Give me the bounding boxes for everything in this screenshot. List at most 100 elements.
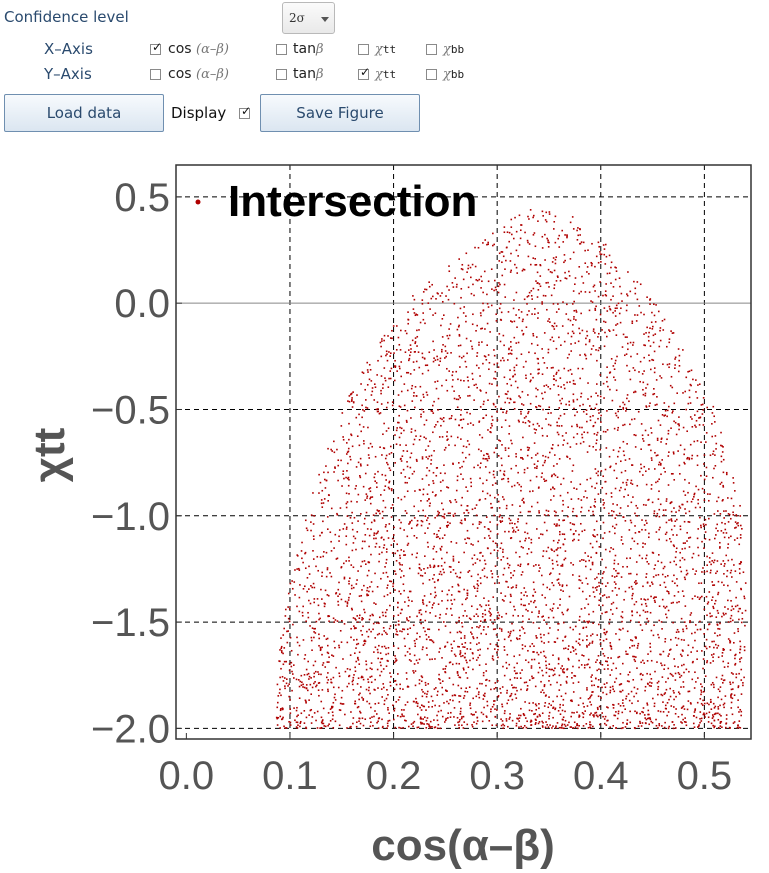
- scatter-point: [610, 358, 613, 360]
- scatter-point: [645, 718, 648, 721]
- scatter-point: [492, 622, 494, 625]
- x-cos-checkbox[interactable]: ✓: [150, 40, 162, 55]
- x-tan-checkbox[interactable]: [276, 44, 287, 55]
- scatter-point: [400, 329, 402, 332]
- scatter-point: [571, 677, 573, 679]
- scatter-point: [450, 711, 452, 714]
- scatter-point: [444, 671, 446, 673]
- scatter-point: [543, 362, 546, 364]
- scatter-point: [378, 644, 380, 647]
- scatter-point: [650, 459, 653, 461]
- scatter-point: [332, 726, 335, 729]
- scatter-point: [429, 726, 432, 728]
- scatter-point: [412, 395, 415, 397]
- scatter-point: [489, 494, 491, 497]
- scatter-point: [402, 726, 404, 729]
- scatter-point: [444, 668, 447, 670]
- scatter-point: [676, 584, 679, 587]
- scatter-point: [366, 589, 368, 592]
- scatter-point: [330, 705, 333, 708]
- scatter-point: [536, 344, 539, 346]
- scatter-point: [418, 609, 421, 612]
- scatter-point: [345, 535, 348, 537]
- scatter-point: [611, 590, 614, 592]
- scatter-point: [464, 690, 467, 693]
- scatter-point: [436, 727, 439, 730]
- y-tan-checkbox[interactable]: [276, 69, 287, 80]
- x-chibb-checkbox[interactable]: [426, 44, 437, 55]
- scatter-point: [588, 272, 590, 275]
- scatter-point: [696, 464, 699, 467]
- scatter-point: [714, 643, 717, 646]
- scatter-point: [703, 478, 706, 481]
- scatter-point: [608, 329, 610, 331]
- scatter-point: [501, 274, 504, 277]
- scatter-point: [534, 245, 537, 248]
- scatter-point: [584, 353, 586, 356]
- scatter-point: [420, 408, 423, 411]
- scatter-point: [353, 625, 355, 627]
- y-chitt-checkbox[interactable]: ✓: [358, 65, 370, 80]
- scatter-point: [616, 594, 618, 596]
- scatter-point: [580, 290, 582, 293]
- scatter-point: [427, 527, 429, 529]
- scatter-point: [736, 522, 738, 525]
- load-data-button[interactable]: Load data: [4, 94, 164, 132]
- scatter-point: [471, 652, 474, 654]
- scatter-point: [340, 566, 343, 568]
- scatter-point: [664, 638, 667, 640]
- scatter-point: [505, 718, 508, 720]
- scatter-point: [422, 509, 424, 512]
- scatter-point: [622, 440, 625, 443]
- scatter-point: [482, 457, 485, 460]
- scatter-point: [643, 662, 646, 664]
- scatter-point: [383, 645, 386, 648]
- y-cos-checkbox[interactable]: [150, 69, 161, 80]
- scatter-point: [289, 721, 292, 724]
- display-checkbox[interactable]: ✓: [239, 104, 251, 119]
- scatter-point: [559, 279, 562, 282]
- scatter-point: [373, 520, 376, 522]
- scatter-point: [378, 510, 380, 512]
- scatter-point: [459, 653, 461, 656]
- scatter-point: [356, 615, 359, 617]
- scatter-point: [445, 665, 447, 668]
- scatter-point: [579, 228, 581, 231]
- scatter-point: [448, 334, 451, 337]
- scatter-point: [646, 617, 648, 620]
- scatter-point: [490, 268, 493, 271]
- scatter-point: [719, 547, 721, 549]
- confidence-level-dropdown[interactable]: 2σ: [282, 2, 335, 34]
- save-figure-button[interactable]: Save Figure: [260, 94, 420, 132]
- scatter-point: [422, 291, 425, 293]
- scatter-point: [394, 359, 396, 362]
- scatter-point: [433, 450, 435, 452]
- scatter-point: [646, 326, 648, 329]
- scatter-point: [483, 575, 486, 578]
- scatter-point: [458, 561, 460, 563]
- scatter-point: [626, 722, 628, 725]
- scatter-point: [527, 241, 529, 244]
- scatter-point: [381, 645, 383, 648]
- scatter-point: [741, 617, 744, 620]
- scatter-point: [413, 312, 416, 314]
- scatter-point: [515, 291, 518, 294]
- scatter-point: [557, 303, 559, 305]
- scatter-point: [594, 309, 597, 311]
- scatter-point: [498, 395, 500, 398]
- scatter-point: [506, 689, 508, 692]
- scatter-point: [427, 445, 430, 447]
- scatter-point: [519, 677, 522, 679]
- scatter-point: [393, 707, 396, 710]
- y-chibb-checkbox[interactable]: [426, 69, 437, 80]
- scatter-point: [729, 589, 731, 592]
- scatter-point: [319, 649, 322, 652]
- scatter-point: [717, 627, 719, 630]
- x-chitt-checkbox[interactable]: [358, 44, 369, 55]
- scatter-point: [653, 392, 656, 395]
- scatter-point: [615, 583, 617, 585]
- scatter-point: [438, 705, 441, 707]
- scatter-point: [276, 683, 279, 686]
- scatter-point: [622, 481, 624, 484]
- scatter-point: [350, 564, 353, 566]
